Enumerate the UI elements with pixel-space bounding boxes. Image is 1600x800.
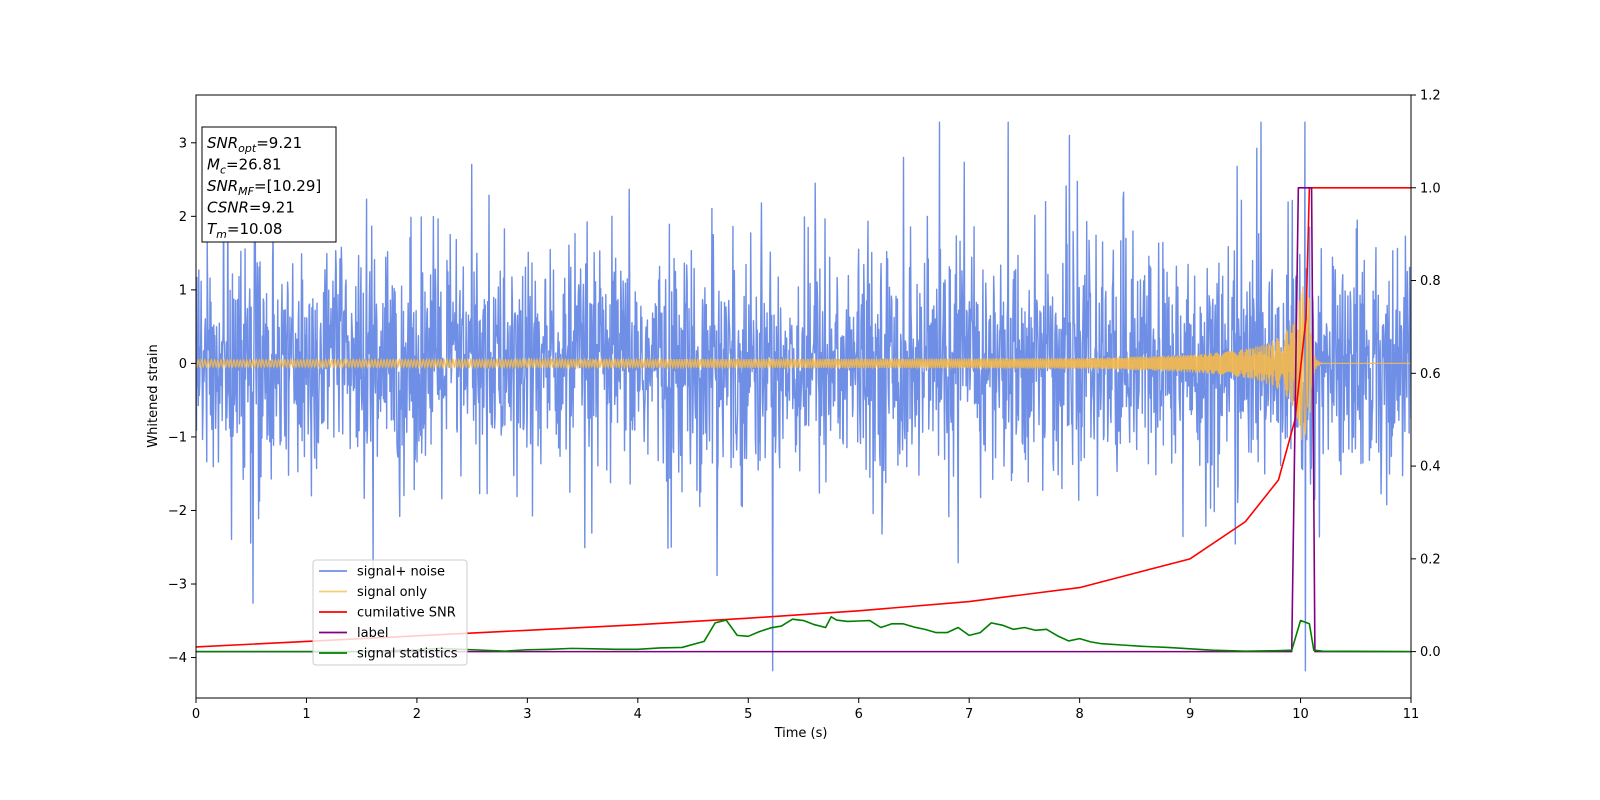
x-tick-label: 6	[855, 707, 863, 722]
x-tick-label: 7	[965, 707, 973, 722]
legend-label: signal statistics	[357, 647, 458, 662]
series-signal-only	[196, 286, 1411, 440]
y-right-tick-label: 0.8	[1420, 274, 1441, 289]
y-right-tick-label: 1.2	[1420, 89, 1441, 104]
y-right-tick-label: 1.0	[1420, 181, 1441, 196]
y-right-tick-label: 0.4	[1420, 460, 1441, 475]
y-left-tick-label: −2	[168, 504, 187, 519]
axes-frame	[195, 94, 1412, 699]
x-tick-label: 8	[1075, 707, 1083, 722]
x-tick-label: 9	[1186, 707, 1194, 722]
y-left-tick-label: 1	[179, 283, 187, 298]
y-left-tick-label: 0	[179, 357, 187, 372]
info-box-line: SNRMF=[10.29]	[207, 177, 321, 198]
x-tick-label: 11	[1403, 707, 1420, 722]
x-tick-label: 1	[302, 707, 310, 722]
legend-label: label	[357, 626, 388, 641]
legend-label: cumilative SNR	[357, 606, 456, 621]
x-tick-label: 3	[523, 707, 531, 722]
legend: signal+ noise signal only cumilative SNR la…	[312, 559, 468, 666]
legend-frame	[312, 559, 468, 666]
x-tick-label: 2	[413, 707, 421, 722]
x-tick-label: 10	[1292, 707, 1309, 722]
y-right-tick-label: 0.0	[1420, 645, 1441, 660]
info-box-line: SNRopt=9.21	[207, 134, 302, 155]
series-signal-noise	[196, 121, 1411, 672]
y-right-tick-label: 0.2	[1420, 552, 1441, 567]
x-tick-label: 5	[744, 707, 752, 722]
legend-label: signal+ noise	[357, 565, 445, 580]
y-left-tick-label: −4	[168, 651, 187, 666]
plot-area	[196, 121, 1411, 672]
x-tick-label: 0	[192, 707, 200, 722]
x-tick-label: 4	[634, 707, 642, 722]
info-box-line: Tm=10.08	[207, 220, 282, 241]
info-box-frame	[201, 126, 337, 243]
y-left-tick-label: 3	[179, 136, 187, 151]
axis-ticks: 0 1 2 3 4 5 6 7 8 9 10 11 −4 −3 −2 −1 0 1 2 3 0.0 0.2 0.4 0.6 0.…	[168, 89, 1441, 723]
series-cumulative-snr	[196, 186, 1411, 648]
y-right-tick-label: 0.6	[1420, 367, 1441, 382]
y-left-tick-label: −1	[168, 430, 187, 445]
info-box: SNRopt=9.21Mc=26.81SNRMF=[10.29]CSNR=9.2…	[201, 126, 337, 243]
series-signal-statistics	[196, 616, 1411, 653]
y-axis-label: Whitened strain	[146, 344, 161, 447]
legend-label: signal only	[357, 585, 427, 600]
y-left-tick-label: −3	[168, 578, 187, 593]
info-box-line: CSNR=9.21	[207, 199, 295, 217]
x-axis-label: Time (s)	[774, 726, 828, 741]
info-box-line: Mc=26.81	[207, 156, 282, 177]
y-left-tick-label: 2	[179, 210, 187, 225]
